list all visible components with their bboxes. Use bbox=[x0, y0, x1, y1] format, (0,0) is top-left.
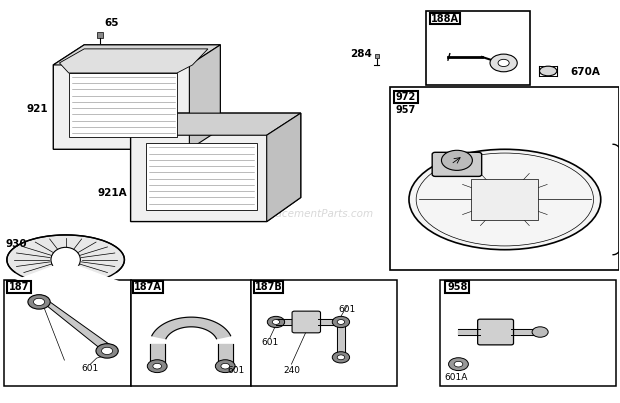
Text: 972: 972 bbox=[396, 92, 416, 102]
Polygon shape bbox=[146, 143, 257, 210]
Polygon shape bbox=[267, 113, 301, 222]
FancyBboxPatch shape bbox=[432, 152, 482, 177]
Text: 601A: 601A bbox=[445, 372, 467, 382]
Circle shape bbox=[337, 355, 345, 360]
Text: 187: 187 bbox=[9, 282, 29, 292]
Text: 958: 958 bbox=[447, 282, 467, 292]
Text: 921: 921 bbox=[27, 104, 48, 114]
Bar bbox=[254, 281, 283, 293]
Text: 601: 601 bbox=[82, 364, 99, 373]
Text: 921A: 921A bbox=[97, 189, 127, 198]
Circle shape bbox=[221, 364, 229, 369]
Text: 284: 284 bbox=[350, 49, 372, 59]
Text: 187A: 187A bbox=[134, 282, 162, 292]
Ellipse shape bbox=[51, 247, 81, 272]
Text: 601: 601 bbox=[227, 366, 244, 375]
Circle shape bbox=[148, 360, 167, 373]
Polygon shape bbox=[318, 319, 338, 325]
Polygon shape bbox=[131, 113, 301, 135]
Text: 187B: 187B bbox=[255, 282, 283, 292]
Text: eReplacementParts.com: eReplacementParts.com bbox=[246, 208, 374, 218]
Polygon shape bbox=[458, 329, 480, 335]
Bar bbox=[471, 179, 538, 220]
Bar bbox=[7, 281, 32, 293]
Circle shape bbox=[498, 59, 509, 66]
Circle shape bbox=[102, 347, 113, 355]
Polygon shape bbox=[60, 49, 208, 73]
Bar bbox=[440, 280, 616, 386]
Polygon shape bbox=[53, 45, 220, 65]
Circle shape bbox=[153, 364, 162, 369]
Bar bbox=[391, 87, 619, 270]
Polygon shape bbox=[38, 300, 109, 352]
Polygon shape bbox=[511, 329, 536, 335]
Polygon shape bbox=[152, 317, 231, 339]
Circle shape bbox=[215, 360, 235, 373]
Text: 65: 65 bbox=[105, 18, 119, 28]
Bar bbox=[445, 281, 469, 293]
Text: 601: 601 bbox=[261, 338, 278, 347]
Text: 670A: 670A bbox=[570, 67, 600, 77]
Bar bbox=[251, 280, 397, 386]
Circle shape bbox=[337, 320, 345, 324]
Circle shape bbox=[490, 54, 517, 72]
Bar bbox=[430, 13, 459, 25]
Circle shape bbox=[332, 352, 350, 363]
Circle shape bbox=[441, 150, 472, 170]
Circle shape bbox=[33, 298, 45, 305]
Polygon shape bbox=[69, 73, 177, 137]
Circle shape bbox=[272, 320, 280, 324]
Text: 601: 601 bbox=[339, 305, 356, 314]
Polygon shape bbox=[150, 344, 165, 366]
FancyBboxPatch shape bbox=[292, 311, 321, 333]
Circle shape bbox=[332, 316, 350, 328]
Bar bbox=[427, 11, 530, 85]
Bar bbox=[4, 280, 131, 386]
Polygon shape bbox=[189, 45, 220, 149]
Circle shape bbox=[532, 327, 548, 337]
FancyBboxPatch shape bbox=[477, 319, 513, 345]
Polygon shape bbox=[218, 344, 232, 366]
Polygon shape bbox=[131, 113, 301, 222]
Ellipse shape bbox=[539, 66, 557, 76]
Circle shape bbox=[267, 316, 285, 328]
Bar bbox=[133, 281, 163, 293]
Circle shape bbox=[96, 344, 118, 358]
Ellipse shape bbox=[409, 149, 601, 250]
Text: 240: 240 bbox=[283, 366, 300, 375]
Text: 957: 957 bbox=[396, 105, 416, 115]
Text: 930: 930 bbox=[6, 239, 27, 249]
Polygon shape bbox=[337, 322, 345, 354]
Bar bbox=[131, 280, 251, 386]
Circle shape bbox=[454, 361, 463, 367]
Circle shape bbox=[448, 358, 468, 371]
Wedge shape bbox=[12, 262, 119, 302]
Bar bbox=[394, 91, 418, 103]
Circle shape bbox=[28, 295, 50, 309]
Text: 188A: 188A bbox=[431, 14, 459, 24]
Polygon shape bbox=[276, 319, 294, 325]
Polygon shape bbox=[53, 45, 220, 149]
Ellipse shape bbox=[7, 235, 125, 285]
